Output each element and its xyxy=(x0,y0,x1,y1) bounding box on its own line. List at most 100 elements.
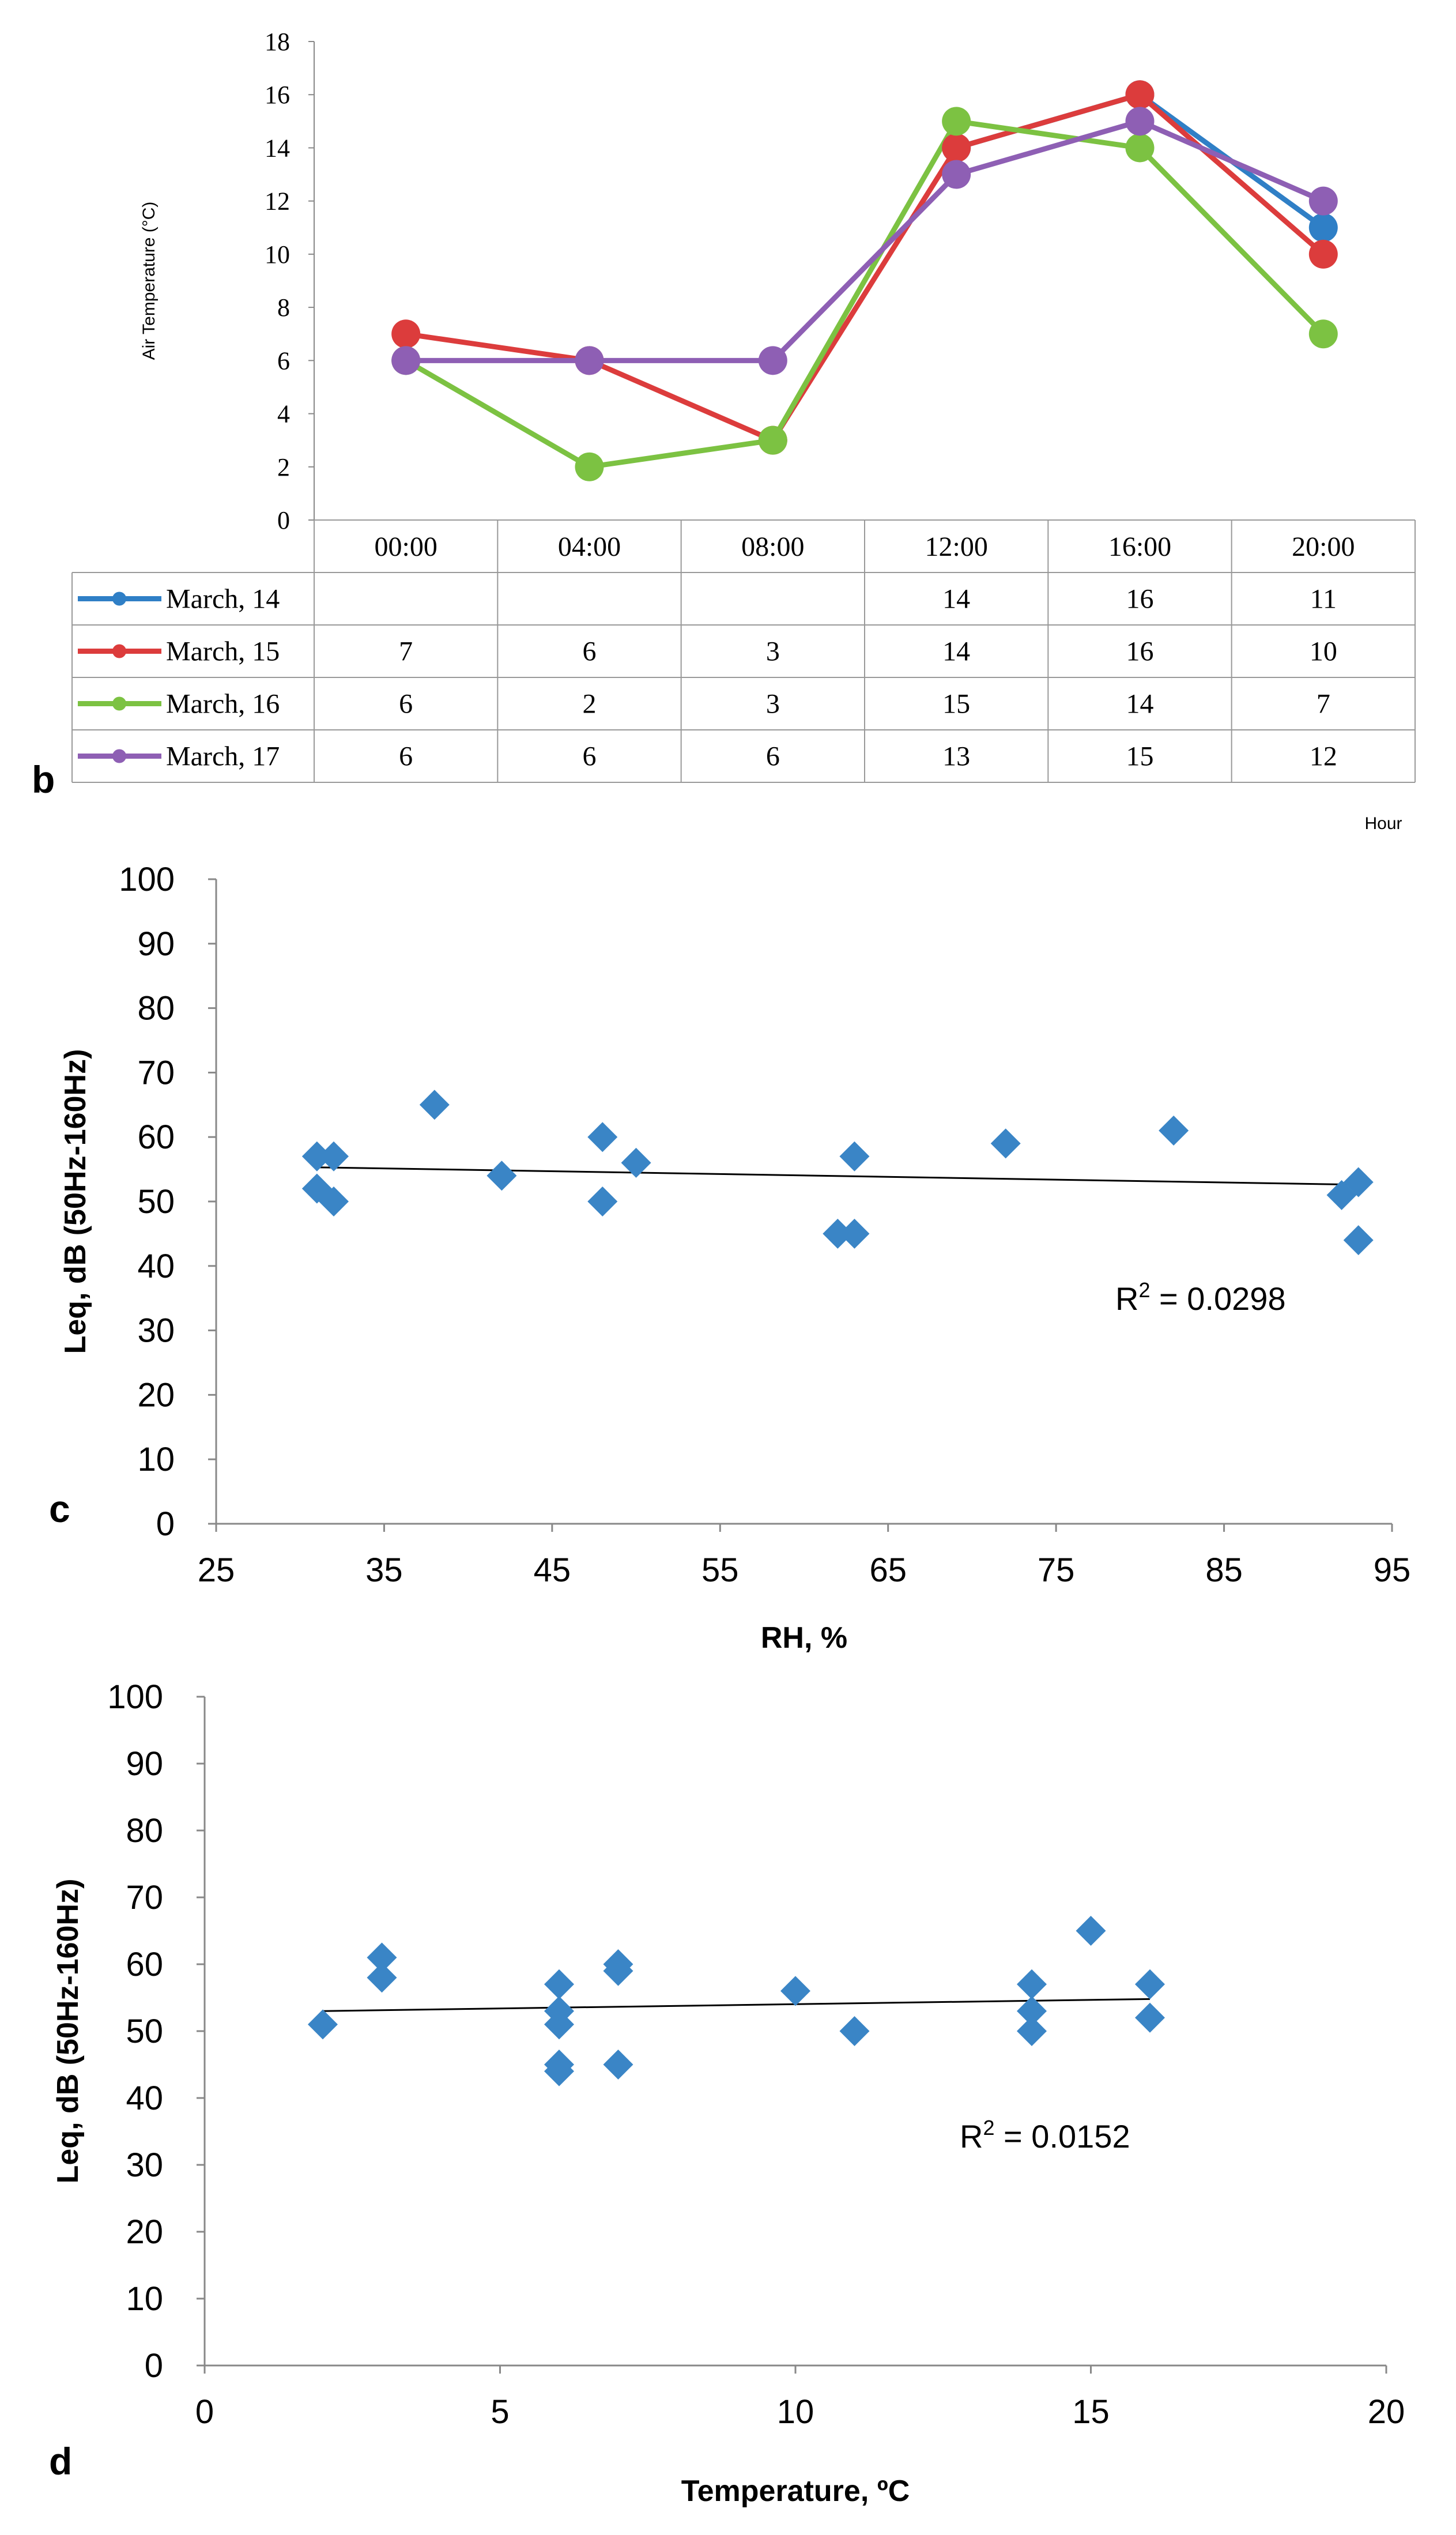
data-point xyxy=(942,107,971,136)
y-tick-label: 40 xyxy=(137,1248,175,1285)
x-tick-label: 5 xyxy=(491,2393,509,2431)
y-tick-label: 100 xyxy=(119,861,175,898)
y-tick-label: 18 xyxy=(265,28,290,56)
y-tick-label: 90 xyxy=(137,925,175,963)
data-point xyxy=(603,1956,633,1986)
table-value: 15 xyxy=(942,689,970,720)
data-point xyxy=(839,2016,870,2046)
data-point xyxy=(587,1122,618,1152)
data-point xyxy=(575,346,604,375)
y-tick-label: 80 xyxy=(126,1812,163,1850)
temperature-line-chart: 0 2 4 6 8 10 12 14 16 18 Air Temperature (°C) 00:00… xyxy=(32,28,1416,833)
x-tick-label: 35 xyxy=(365,1551,403,1589)
data-point xyxy=(319,1186,349,1216)
y-tick-label: 14 xyxy=(265,134,290,162)
data-point xyxy=(1135,1969,1165,1999)
panel-letter-b: b xyxy=(32,758,55,801)
y-tick-label: 30 xyxy=(137,1312,175,1350)
data-point xyxy=(419,1090,450,1120)
y-tick-label: 0 xyxy=(156,1505,175,1543)
panel-letter-c: c xyxy=(49,1487,70,1530)
table-value: 11 xyxy=(1310,584,1337,615)
data-point xyxy=(319,1141,349,1172)
data-point xyxy=(391,346,421,375)
panel-letter-d: d xyxy=(49,2440,72,2483)
x-axis-label: RH, % xyxy=(761,1621,847,1655)
table-value: 14 xyxy=(1126,689,1154,720)
data-point xyxy=(308,2009,338,2040)
x-category-label: 16:00 xyxy=(1108,532,1171,562)
data-point xyxy=(391,319,421,349)
data-point xyxy=(780,1976,810,2006)
table-value: 14 xyxy=(942,636,970,667)
legend-label: March, 15 xyxy=(166,636,280,667)
r-squared-value: = 0.0298 xyxy=(1150,1280,1285,1317)
r-squared-symbol: R xyxy=(960,2118,983,2154)
legend-swatch-marker xyxy=(112,696,126,711)
data-point xyxy=(544,2056,574,2086)
x-tick-label: 95 xyxy=(1374,1551,1411,1589)
table-value: 7 xyxy=(1317,689,1330,720)
data-point xyxy=(1017,2016,1047,2046)
x-tick-label: 15 xyxy=(1072,2393,1110,2431)
data-point xyxy=(1076,1916,1106,1946)
data-point xyxy=(301,1141,332,1172)
r-squared-value: = 0.0152 xyxy=(994,2118,1130,2154)
legend-swatch-marker xyxy=(112,749,126,763)
legend-swatch-marker xyxy=(112,644,126,658)
table-value: 6 xyxy=(583,741,597,772)
data-point xyxy=(1159,1116,1189,1146)
series-line-2 xyxy=(405,92,1325,443)
r-squared-label: R2 = 0.0298 xyxy=(1115,1278,1286,1317)
y-tick-label: 60 xyxy=(126,1946,163,1983)
data-point xyxy=(603,2050,633,2080)
data-point xyxy=(1343,1167,1374,1197)
table-value: 3 xyxy=(766,689,780,720)
x-tick-label: 20 xyxy=(1368,2393,1405,2431)
table-value: 10 xyxy=(1310,636,1337,667)
data-point xyxy=(1125,80,1155,110)
y-tick-label: 20 xyxy=(137,1376,175,1414)
table-value: 13 xyxy=(942,741,970,772)
table-value: 6 xyxy=(399,741,413,772)
y-tick-label: 30 xyxy=(126,2146,163,2184)
data-point xyxy=(621,1147,651,1178)
x-axis-label: Temperature, ºC xyxy=(681,2474,910,2508)
x-tick-label: 65 xyxy=(869,1551,907,1589)
legend-label: March, 17 xyxy=(166,741,280,772)
data-point xyxy=(990,1128,1021,1159)
data-point xyxy=(1125,133,1155,163)
data-point xyxy=(1308,186,1338,216)
data-point xyxy=(758,425,787,455)
y-axis-label: Leq, dB (50Hz-160Hz) xyxy=(51,1879,85,2184)
data-point xyxy=(823,1218,853,1249)
y-tick-label: 4 xyxy=(277,400,290,428)
table-value: 6 xyxy=(399,689,413,720)
y-tick-label: 12 xyxy=(265,187,290,216)
r-squared-exponent: 2 xyxy=(983,2116,994,2140)
y-tick-label: 10 xyxy=(137,1441,175,1478)
data-point xyxy=(942,133,971,163)
table-value: 16 xyxy=(1126,636,1154,667)
x-tick-label: 25 xyxy=(198,1551,235,1589)
y-tick-label: 50 xyxy=(137,1183,175,1221)
data-point xyxy=(1017,1996,1047,2027)
y-tick-label: 20 xyxy=(126,2213,163,2251)
y-tick-label: 70 xyxy=(137,1054,175,1091)
x-tick-label: 55 xyxy=(701,1551,739,1589)
data-point xyxy=(1017,1969,1047,1999)
table-value: 3 xyxy=(766,636,780,667)
data-point xyxy=(1135,2002,1165,2033)
data-point xyxy=(839,1141,870,1172)
table-value: 6 xyxy=(766,741,780,772)
data-point xyxy=(367,1963,397,1993)
data-point xyxy=(758,346,787,375)
x-category-label: 08:00 xyxy=(741,532,804,562)
y-tick-label: 0 xyxy=(145,2347,163,2385)
table-value: 15 xyxy=(1126,741,1154,772)
x-tick-label: 45 xyxy=(534,1551,571,1589)
table-value: 14 xyxy=(942,584,970,615)
data-point xyxy=(587,1186,618,1216)
y-axis-label: Air Temperature (°C) xyxy=(139,202,159,360)
